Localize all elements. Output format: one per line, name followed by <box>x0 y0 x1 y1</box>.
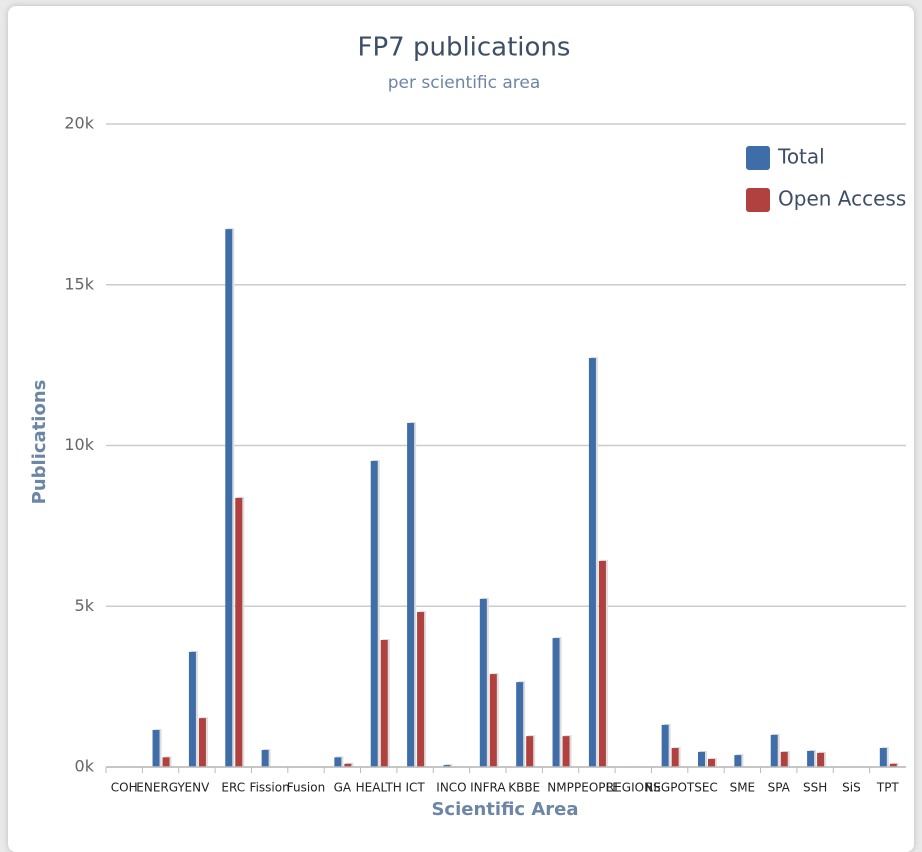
bar <box>489 674 497 767</box>
bar <box>516 682 524 767</box>
y-tick-label: 5k <box>75 596 95 615</box>
bar <box>162 757 170 767</box>
x-tick-label: ERC <box>221 781 245 795</box>
bar <box>261 749 269 767</box>
bar <box>370 460 378 767</box>
x-tick-label: Fusion <box>287 781 325 795</box>
y-axis-label: Publications <box>29 380 50 505</box>
bar <box>807 750 815 767</box>
x-tick-label: SiS <box>842 781 861 795</box>
bar <box>235 497 243 767</box>
y-tick-label: 0k <box>75 757 95 776</box>
bar <box>817 752 825 767</box>
bar <box>879 748 887 767</box>
x-tick-label: REGPOT <box>645 781 695 795</box>
x-tick-label: PEOPLE <box>574 781 620 795</box>
x-tick-label: ENERGY <box>136 781 185 795</box>
x-tick-label: INCO <box>436 781 466 795</box>
bar <box>698 751 705 767</box>
bar <box>671 748 679 767</box>
bar <box>225 229 233 767</box>
bar <box>562 736 570 767</box>
bar <box>708 758 715 767</box>
bar <box>598 560 606 767</box>
legend-swatch <box>746 146 770 170</box>
x-axis-label: Scientific Area <box>431 799 578 820</box>
bar <box>661 724 669 767</box>
y-tick-label: 15k <box>64 274 94 293</box>
x-tick-label: GA <box>334 781 352 795</box>
bar <box>588 358 596 767</box>
bar <box>152 730 160 767</box>
bar <box>417 612 425 767</box>
x-tick-label: ICT <box>405 781 425 795</box>
y-tick-label: 10k <box>64 435 94 454</box>
x-tick-label: REGIONS <box>606 781 661 795</box>
bar <box>407 422 415 767</box>
x-tick-label: SME <box>730 781 756 795</box>
x-tick-label: COH <box>111 781 138 795</box>
bar <box>734 755 742 767</box>
bar <box>552 638 560 767</box>
x-tick-label: KBBE <box>508 781 540 795</box>
bar <box>334 757 342 767</box>
bar <box>479 598 487 767</box>
x-tick-label: NMP <box>547 781 574 795</box>
bar <box>443 765 451 767</box>
x-tick-label: INFRA <box>470 781 506 795</box>
x-tick-label: SEC <box>694 781 718 795</box>
bar <box>526 736 534 767</box>
bar <box>889 763 897 767</box>
bar <box>188 651 196 767</box>
x-tick-label: SPA <box>768 781 791 795</box>
bar <box>198 718 206 767</box>
legend-label: Total <box>777 145 825 169</box>
x-tick-label: ENV <box>185 781 211 795</box>
bar <box>770 734 778 767</box>
bar <box>780 751 788 767</box>
chart-title: FP7 publications <box>358 33 571 63</box>
x-tick-label: TPT <box>876 781 900 795</box>
legend-label: Open Access <box>778 187 906 211</box>
x-tick-label: SSH <box>803 781 827 795</box>
legend-swatch <box>746 188 770 212</box>
x-tick-label: HEALTH <box>356 781 402 795</box>
bar <box>380 640 388 767</box>
bar <box>344 763 352 767</box>
y-tick-label: 20k <box>64 114 94 133</box>
x-tick-label: Fission <box>250 781 290 795</box>
chart-subtitle: per scientific area <box>388 73 541 93</box>
